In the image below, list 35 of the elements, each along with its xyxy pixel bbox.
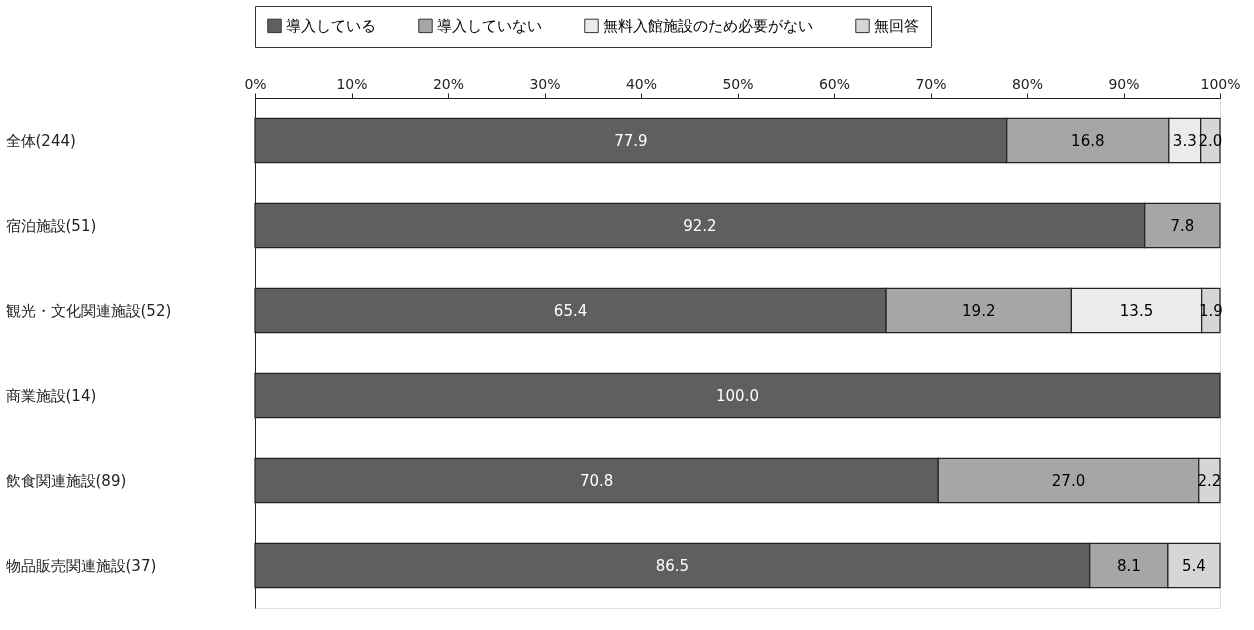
- x-tick-label: 20%: [432, 75, 465, 92]
- y-tick-label: 飲食関連施設(89): [5, 471, 127, 490]
- data-label: 70.8: [579, 471, 614, 490]
- x-tick-label: 0%: [244, 75, 267, 92]
- x-tick-label: 50%: [722, 75, 754, 92]
- x-tick-label: 60%: [818, 75, 851, 92]
- y-tick-label: 観光・文化関連施設(52): [5, 301, 172, 320]
- y-tick-label: 物品販売関連施設(37): [5, 556, 157, 575]
- data-label: 16.8: [1071, 131, 1105, 150]
- data-label: 8.1: [1116, 556, 1141, 575]
- x-tick-label: 30%: [529, 75, 561, 92]
- legend-label: 無回答: [874, 16, 919, 35]
- data-label: 19.2: [962, 301, 996, 320]
- data-label: 92.2: [683, 216, 717, 235]
- data-label: 77.9: [614, 131, 648, 150]
- x-tick-label: 100%: [1200, 75, 1241, 92]
- data-label: 13.5: [1119, 301, 1154, 320]
- x-tick-label: 80%: [1011, 75, 1044, 92]
- x-tick-label: 10%: [336, 75, 368, 92]
- x-tick-label: 40%: [625, 75, 658, 92]
- x-tick-label: 70%: [915, 75, 947, 92]
- legend-label: 導入している: [286, 16, 376, 35]
- data-label: 3.3: [1172, 131, 1197, 150]
- x-tick-label: 90%: [1108, 75, 1140, 92]
- legend-label: 無料入館施設のため必要がない: [603, 16, 813, 35]
- y-tick-label: 宿泊施設(51): [5, 216, 97, 235]
- data-label: 5.4: [1182, 556, 1206, 575]
- y-tick-label: 商業施設(14): [5, 386, 97, 405]
- y-tick-label: 全体(244): [5, 131, 76, 150]
- data-label: 27.0: [1051, 471, 1086, 490]
- data-label: 86.5: [655, 556, 690, 575]
- legend-label: 導入していない: [437, 16, 542, 35]
- data-label: 65.4: [553, 301, 588, 320]
- data-label: 7.8: [1170, 216, 1195, 235]
- data-label: 100.0: [716, 386, 759, 405]
